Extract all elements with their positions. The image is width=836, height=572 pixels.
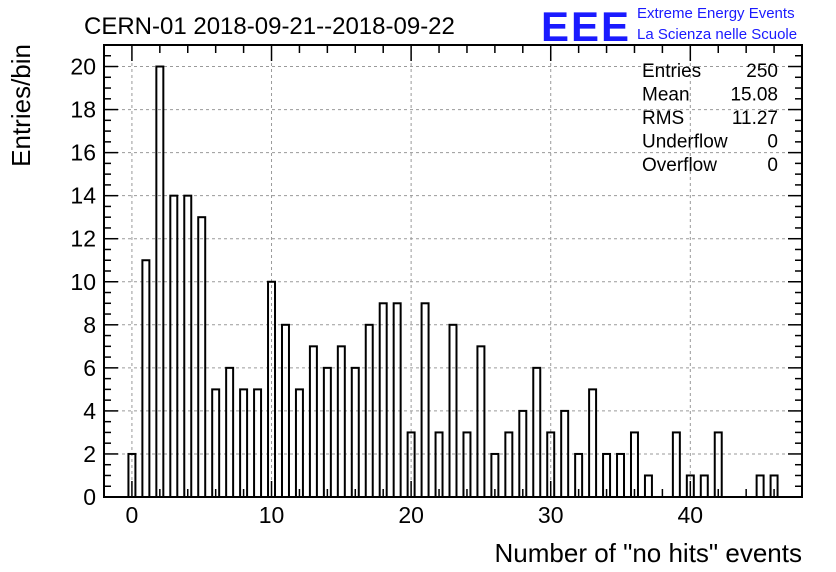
stats-value: 11.27: [732, 108, 778, 129]
x-tick-label: 10: [259, 502, 285, 528]
stats-value: 0: [767, 155, 778, 176]
y-tick-label: 14: [70, 183, 96, 209]
stats-value: 15.08: [730, 85, 778, 106]
x-tick-label: 20: [398, 502, 424, 528]
stats-label: Underflow: [642, 132, 728, 153]
y-tick-label: 20: [70, 54, 96, 80]
stats-label: RMS: [642, 108, 684, 129]
logo-line-1: Extreme Energy Events: [637, 5, 795, 22]
y-tick-label: 6: [83, 355, 96, 381]
y-axis-label: Entries/bin: [6, 44, 36, 167]
y-tick-label: 8: [83, 312, 96, 338]
chart-title: CERN-01 2018-09-21--2018-09-22: [84, 13, 455, 40]
x-tick-label: 40: [678, 502, 704, 528]
x-tick-label: 30: [538, 502, 564, 528]
axes: [103, 44, 803, 498]
y-tick-label: 10: [70, 269, 96, 295]
y-tick-label: 4: [83, 398, 96, 424]
x-axis-label: Number of "no hits" events: [495, 538, 803, 568]
y-tick-label: 2: [83, 441, 96, 467]
y-tick-label: 18: [70, 97, 96, 123]
stats-label: Mean: [642, 85, 690, 106]
x-tick-label: 0: [126, 502, 139, 528]
y-tick-label: 12: [70, 226, 96, 252]
stats-value: 0: [767, 132, 778, 153]
stats-label: Entries: [642, 61, 701, 82]
y-tick-label: 16: [70, 140, 96, 166]
histogram-bars: [127, 65, 779, 499]
y-tick-label: 0: [83, 484, 96, 510]
logo-line-2: La Scienza nelle Scuole: [637, 26, 797, 43]
x-tick-labels: 0 10 20 30 40: [126, 502, 704, 528]
stats-value: 250: [746, 61, 778, 82]
logo-mark: EEE: [541, 3, 631, 50]
y-tick-labels: 0 2 4 6 8 10 12 14 16 18 20: [70, 54, 96, 510]
eee-logo: EEE Extreme Energy Events La Scienza nel…: [541, 3, 797, 50]
stats-label: Overflow: [642, 155, 717, 176]
